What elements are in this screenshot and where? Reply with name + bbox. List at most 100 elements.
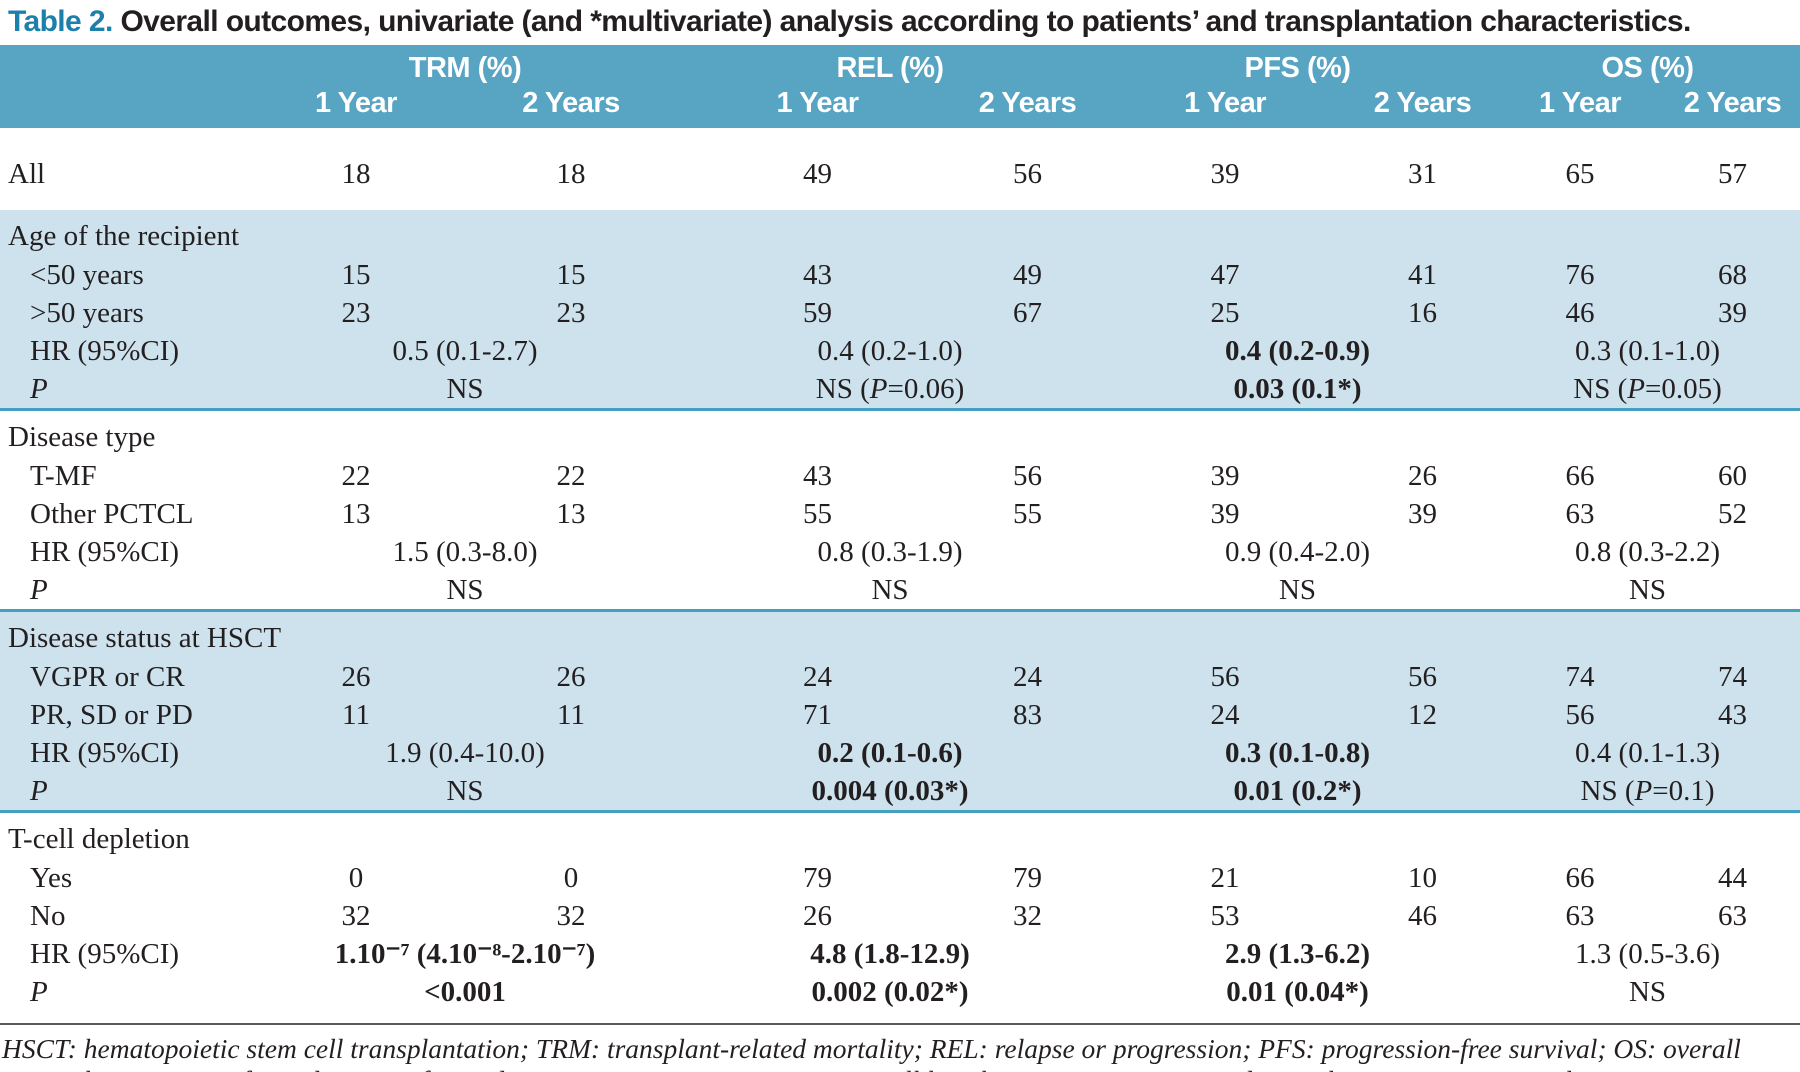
column-subheader: 2 Years (462, 85, 681, 128)
value-cell: 0 (348, 862, 364, 894)
value-cell: 15 (250, 256, 462, 294)
value-cell: 24 (955, 658, 1101, 696)
hr-cell: 0.2 (0.1-0.6) (680, 734, 1101, 772)
p-row: P NS NS (P=0.06) 0.03 (0.1*) NS (P=0.05) (0, 370, 1800, 411)
p-cell: NS (P=0.06) (680, 370, 1101, 411)
value-cell: 11 (250, 696, 462, 734)
p-row: P NS NS NS NS (0, 571, 1800, 612)
column-group-os: OS (%) (1495, 45, 1800, 85)
value-cell: 55 (803, 498, 833, 530)
value-cell: 39 (1665, 294, 1800, 332)
hr-cell: 0.3 (0.1-0.8) (1100, 734, 1496, 772)
value-cell: 23 (250, 294, 462, 332)
header-subcol-row: 1 Year 2 Years 1 Year 2 Years 1 Year 2 Y… (0, 85, 1800, 128)
value-cell: 21 (1210, 862, 1240, 894)
value-cell: 44 (1718, 862, 1748, 894)
table-row: Other PCTCL 13 13 55 55 39 39 63 52 (0, 495, 1800, 533)
value-cell: 65 (1565, 158, 1595, 190)
value-cell: 63 (1718, 900, 1748, 932)
value-cell: 39 (1408, 498, 1438, 530)
value-cell: 24 (680, 658, 956, 696)
value-cell: 83 (955, 696, 1101, 734)
column-group-rel: REL (%) (680, 45, 1101, 85)
column-subheader: 1 Year (680, 85, 956, 128)
section-title: Age of the recipient (0, 210, 1800, 256)
column-group-trm: TRM (%) (250, 45, 681, 85)
value-cell: 59 (680, 294, 956, 332)
value-cell: 32 (341, 900, 371, 932)
row-label: PR, SD or PD (0, 696, 250, 734)
value-cell: 71 (680, 696, 956, 734)
header-spacer (0, 85, 250, 128)
table-row: PR, SD or PD 11 11 71 83 24 12 56 43 (0, 696, 1800, 734)
hr-cell: 1.10⁻⁷ (4.10⁻⁸-2.10⁻⁷) (334, 938, 596, 970)
value-cell: 56 (1495, 696, 1666, 734)
value-cell: 63 (1565, 498, 1595, 530)
p-row: P <0.001 0.002 (0.02*) 0.01 (0.04*) NS (0, 973, 1800, 1011)
value-cell: 11 (462, 696, 681, 734)
table-row-all: All 18 18 49 56 39 31 65 57 (0, 128, 1800, 210)
value-cell: 25 (1100, 294, 1351, 332)
footnote-divider (0, 1023, 1800, 1025)
value-cell: 46 (1495, 294, 1666, 332)
value-cell: 74 (1665, 658, 1800, 696)
p-cell: 0.01 (0.04*) (1226, 976, 1369, 1008)
row-label: >50 years (0, 294, 250, 332)
value-cell: 12 (1350, 696, 1496, 734)
value-cell: 79 (1013, 862, 1043, 894)
hr-row: HR (95%CI) 1.9 (0.4-10.0) 0.2 (0.1-0.6) … (0, 734, 1800, 772)
value-cell: 56 (1013, 460, 1043, 492)
value-cell: 47 (1100, 256, 1351, 294)
table-row: No 32 32 26 32 53 46 63 63 (0, 897, 1800, 935)
value-cell: 67 (955, 294, 1101, 332)
section-header-disease-type: Disease type (0, 410, 1800, 458)
p-cell: <0.001 (424, 976, 506, 1008)
column-subheader: 1 Year (1495, 85, 1666, 128)
value-cell: 16 (1350, 294, 1496, 332)
value-cell: 31 (1408, 158, 1438, 190)
value-cell: 76 (1495, 256, 1666, 294)
value-cell: 56 (1013, 158, 1043, 190)
value-cell: 39 (1210, 498, 1240, 530)
p-row: P NS 0.004 (0.03*) 0.01 (0.2*) NS (P=0.1… (0, 772, 1800, 813)
section-title: Disease type (8, 421, 156, 453)
column-subheader: 2 Years (1665, 85, 1800, 128)
column-subheader: 2 Years (1350, 85, 1496, 128)
value-cell: 79 (803, 862, 833, 894)
p-cell: 0.01 (0.2*) (1100, 772, 1496, 813)
p-cell: NS (250, 571, 681, 612)
hr-cell: 0.9 (0.4-2.0) (1225, 536, 1371, 568)
table-row: T-MF 22 22 43 56 39 26 66 60 (0, 457, 1800, 495)
row-label: Other PCTCL (30, 498, 194, 530)
column-group-pfs: PFS (%) (1100, 45, 1496, 85)
table-caption: Table 2. Overall outcomes, univariate (a… (0, 0, 1800, 45)
row-label: P (0, 370, 250, 411)
p-cell: NS (1100, 571, 1496, 612)
value-cell: 13 (556, 498, 586, 530)
value-cell: 23 (462, 294, 681, 332)
value-cell: 49 (803, 158, 833, 190)
outcomes-table: TRM (%) REL (%) PFS (%) OS (%) 1 Year 2 … (0, 45, 1800, 1011)
section-header-disease-status: Disease status at HSCT (0, 610, 1800, 658)
value-cell: 43 (680, 256, 956, 294)
value-cell: 60 (1718, 460, 1748, 492)
hr-cell: 0.5 (0.1-2.7) (250, 332, 681, 370)
hr-row: HR (95%CI) 1.5 (0.3-8.0) 0.8 (0.3-1.9) 0… (0, 533, 1800, 571)
table-row: VGPR or CR 26 26 24 24 56 56 74 74 (0, 658, 1800, 696)
header-spacer (0, 45, 250, 85)
p-cell: NS (P=0.1) (1495, 772, 1800, 813)
value-cell: 0 (563, 862, 579, 894)
hr-cell: 0.3 (0.1-1.0) (1495, 332, 1800, 370)
hr-cell: 0.4 (0.1-1.3) (1495, 734, 1800, 772)
value-cell: 32 (1013, 900, 1043, 932)
row-label: <50 years (0, 256, 250, 294)
value-cell: 39 (1210, 460, 1240, 492)
value-cell: 43 (1665, 696, 1800, 734)
row-label: P (0, 571, 250, 612)
row-label: HR (95%CI) (30, 536, 180, 568)
hr-cell: 0.8 (0.3-2.2) (1575, 536, 1721, 568)
value-cell: 68 (1665, 256, 1800, 294)
value-cell: 53 (1210, 900, 1240, 932)
value-cell: 55 (1013, 498, 1043, 530)
